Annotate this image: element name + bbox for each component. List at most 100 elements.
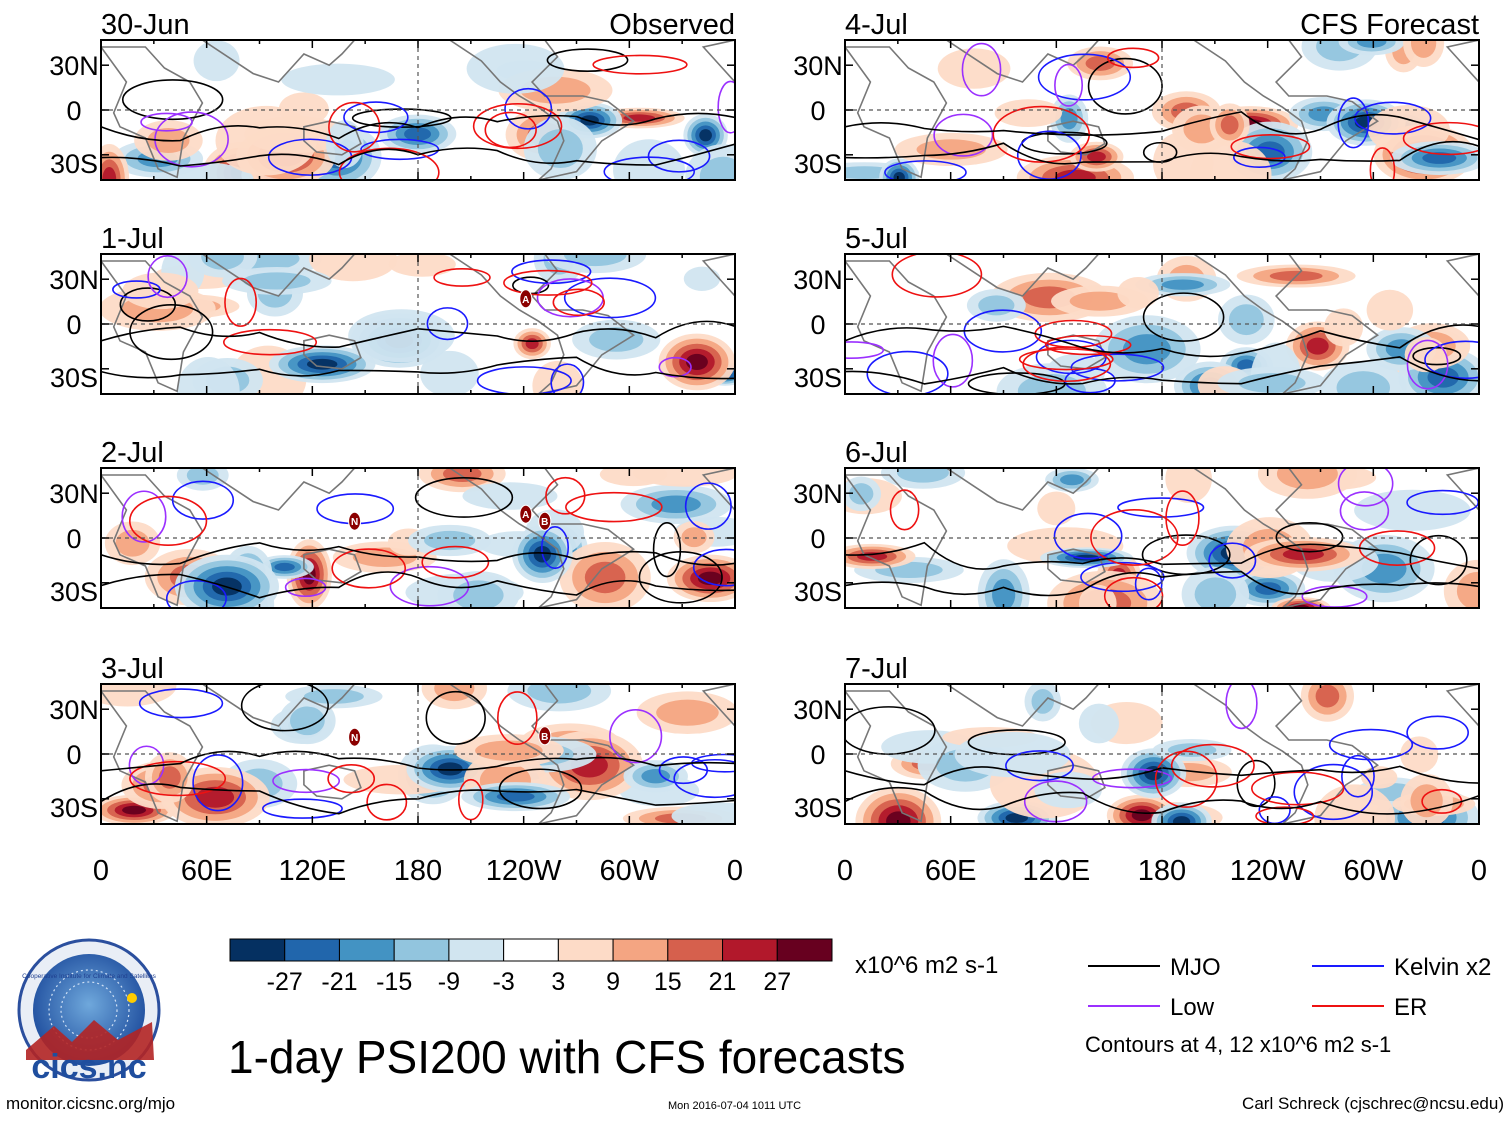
contour bbox=[426, 307, 469, 341]
anomaly-blob bbox=[1037, 491, 1076, 526]
y-tick-label: 0 bbox=[810, 96, 825, 126]
contour bbox=[504, 87, 553, 130]
contour bbox=[845, 341, 885, 359]
anomaly-blob bbox=[656, 699, 719, 726]
y-tick-label: 30N bbox=[793, 695, 843, 725]
x-tick-label: 120W bbox=[486, 855, 562, 887]
legend-kelvin-x2: Kelvin x2 bbox=[1312, 954, 1491, 981]
svg-text:Low: Low bbox=[1170, 994, 1215, 1021]
contour bbox=[472, 103, 563, 150]
coastline bbox=[200, 684, 356, 727]
contour bbox=[1412, 346, 1462, 366]
storm-marker: N bbox=[348, 727, 362, 747]
panel-date: 6-Jul bbox=[845, 437, 908, 469]
coastline bbox=[200, 468, 356, 511]
footer-author: Carl Schreck (cjschrec@ncsu.edu) bbox=[1242, 1094, 1504, 1113]
contour bbox=[222, 328, 318, 356]
anomaly-blob bbox=[1034, 771, 1102, 809]
anomaly-blob bbox=[1194, 577, 1237, 608]
contour bbox=[592, 54, 688, 75]
contour bbox=[328, 101, 381, 153]
colorbar-tick-label: 15 bbox=[654, 968, 682, 996]
contour bbox=[933, 113, 994, 157]
anomaly-blob bbox=[1031, 689, 1054, 714]
contour bbox=[603, 156, 696, 180]
anomaly-blob bbox=[641, 769, 671, 784]
mjo-contour bbox=[101, 356, 735, 380]
anomaly-blob bbox=[1069, 291, 1130, 311]
contour bbox=[658, 756, 709, 785]
svg-text:N: N bbox=[351, 733, 358, 744]
storm-marker: N bbox=[348, 511, 362, 531]
colorbar-tick-label: 9 bbox=[606, 968, 620, 996]
coastline bbox=[448, 254, 636, 394]
contour bbox=[1275, 522, 1344, 553]
contour bbox=[1154, 750, 1218, 808]
colorbar-swatch bbox=[722, 938, 778, 962]
mjo-contour bbox=[101, 783, 735, 815]
anomaly-blob bbox=[1323, 308, 1364, 347]
contour bbox=[360, 138, 440, 161]
colorbar-swatch bbox=[448, 938, 505, 962]
anomaly-blob bbox=[1165, 468, 1212, 503]
y-tick-label: 30N bbox=[49, 695, 99, 725]
coastline bbox=[101, 690, 204, 823]
coastline bbox=[944, 468, 1100, 511]
anomaly-blob bbox=[1117, 277, 1159, 309]
anomaly-blob bbox=[633, 468, 735, 487]
storm-marker: A bbox=[519, 504, 533, 524]
anomaly-blob bbox=[201, 254, 244, 270]
contour bbox=[891, 254, 983, 298]
panel-date: 30-Jun bbox=[101, 9, 190, 41]
svg-text:N: N bbox=[351, 517, 358, 528]
anomaly-blob bbox=[1060, 474, 1084, 486]
anomaly-blob bbox=[613, 139, 685, 180]
coastline bbox=[845, 690, 948, 823]
mjo-contour bbox=[845, 570, 1479, 597]
x-tick-label: 120E bbox=[278, 855, 346, 887]
contour bbox=[1090, 509, 1179, 566]
contour bbox=[652, 522, 682, 578]
anomaly-blob bbox=[699, 156, 735, 180]
x-tick-label: 60W bbox=[1344, 855, 1404, 887]
coastline bbox=[1047, 548, 1106, 584]
coastline bbox=[845, 474, 948, 607]
y-tick-label: 30N bbox=[49, 265, 99, 295]
colorbar-swatch bbox=[503, 938, 559, 962]
coastline bbox=[303, 120, 362, 156]
anomaly-blob bbox=[348, 309, 455, 363]
contour bbox=[546, 48, 629, 72]
anomaly-blob bbox=[699, 129, 712, 142]
y-tick-label: 0 bbox=[66, 524, 81, 554]
coastline bbox=[1192, 684, 1380, 824]
contour bbox=[1339, 491, 1390, 531]
contour bbox=[343, 101, 409, 134]
coastline bbox=[303, 548, 362, 584]
coastline bbox=[448, 684, 636, 824]
contour bbox=[1165, 490, 1200, 546]
coastline bbox=[1445, 468, 1479, 512]
contour bbox=[457, 778, 484, 821]
anomaly-blob bbox=[281, 63, 395, 96]
anomaly-blob bbox=[897, 468, 949, 483]
contour bbox=[129, 760, 227, 797]
x-tick-label: 0 bbox=[1471, 855, 1487, 887]
anomaly-blob bbox=[466, 43, 565, 94]
anomaly-blob bbox=[1131, 809, 1152, 822]
coastline bbox=[1192, 40, 1380, 180]
y-tick-label: 30S bbox=[794, 577, 842, 607]
anomaly-blob bbox=[1073, 554, 1100, 561]
anomaly-blob bbox=[243, 272, 311, 290]
y-tick-label: 0 bbox=[810, 524, 825, 554]
contour bbox=[421, 545, 490, 579]
anomaly-blob bbox=[1276, 468, 1338, 490]
contour bbox=[138, 688, 224, 719]
contour bbox=[140, 112, 193, 132]
y-tick-label: 30S bbox=[794, 149, 842, 179]
anomaly-blob bbox=[525, 338, 539, 350]
coastline bbox=[101, 260, 204, 393]
contours-note: Contours at 4, 12 x10^6 m2 s-1 bbox=[1085, 1032, 1392, 1057]
x-tick-label: 0 bbox=[837, 855, 853, 887]
contour bbox=[224, 277, 258, 327]
coastline bbox=[1192, 468, 1380, 608]
